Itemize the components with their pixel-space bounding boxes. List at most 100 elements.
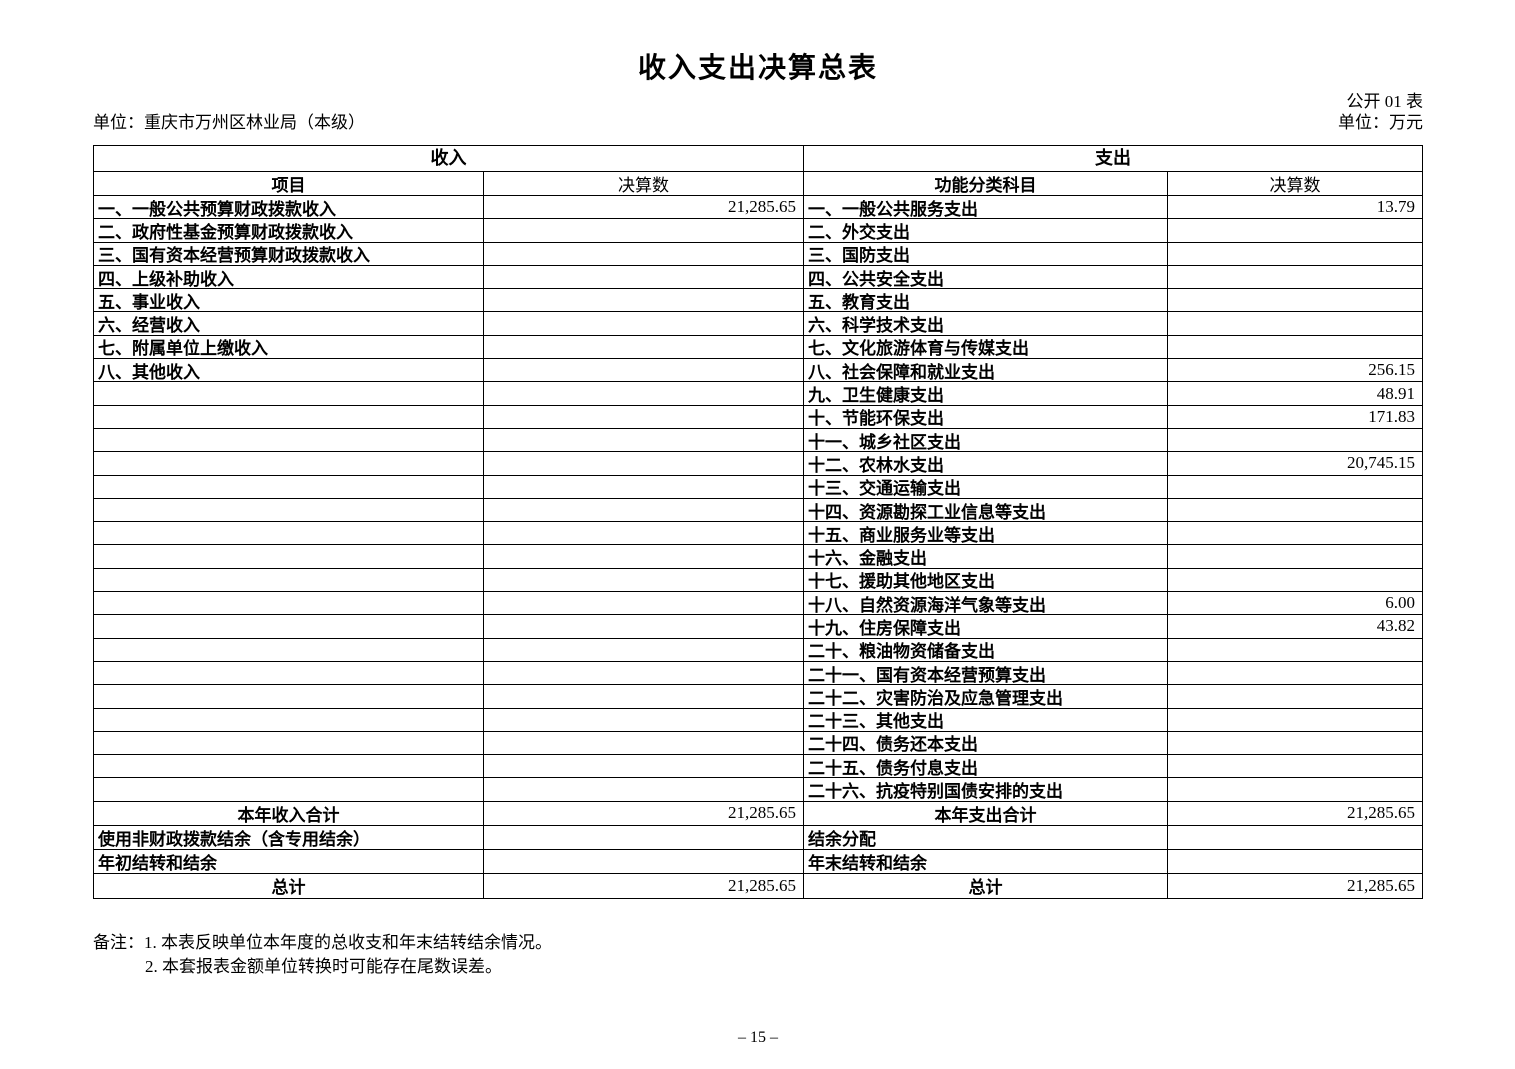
amount-cell (1168, 662, 1422, 684)
amount-cell (1168, 289, 1422, 311)
item-label-cell: 二十三、其他支出 (804, 708, 1168, 731)
amount-cell (1168, 639, 1422, 661)
amount-cell (484, 850, 803, 873)
table-row: 二十二、灾害防治及应急管理支出 (804, 685, 1422, 709)
table-row: 十六、金融支出 (804, 545, 1422, 569)
item-label-cell: 一、一般公共服务支出 (804, 196, 1168, 219)
amount-cell: 20,745.15 (1347, 453, 1415, 473)
table-row: 一、一般公共预算财政拨款收入 21,285.65 (94, 196, 803, 220)
item-label-cell (94, 731, 484, 755)
amount-cell: 13.79 (1376, 197, 1415, 217)
item-label-cell: 二十一、国有资本经营预算支出 (804, 661, 1168, 685)
amount-cell (1168, 522, 1422, 544)
item-label-cell: 十九、住房保障支出 (804, 615, 1168, 638)
table-row: 十五、商业服务业等支出 (804, 522, 1422, 546)
table-row: 二十六、抗疫特别国债安排的支出 (804, 778, 1422, 802)
income-col-item: 项目 (94, 172, 484, 195)
table-row: 本年收入合计 21,285.65 (94, 801, 803, 826)
item-label-cell (94, 592, 484, 615)
table-row (94, 452, 803, 476)
table-row: 二十四、债务还本支出 (804, 731, 1422, 756)
item-label-cell (94, 545, 484, 568)
item-label-cell: 十、节能环保支出 (804, 405, 1168, 428)
amount-cell (1168, 826, 1422, 849)
amount-cell (484, 639, 803, 661)
table-row (94, 428, 803, 453)
amount-cell: 171.83 (1368, 406, 1415, 426)
amount-cell (1168, 476, 1422, 498)
amount-cell (1168, 336, 1422, 358)
expense-col-amount: 决算数 (1269, 176, 1321, 195)
amount-cell: 43.82 (1376, 616, 1415, 636)
amount-cell (1168, 778, 1422, 800)
item-label-cell: 六、经营收入 (94, 312, 484, 335)
item-label-cell: 七、文化旅游体育与传媒支出 (804, 335, 1168, 359)
table-row: 七、附属单位上缴收入 (94, 335, 803, 360)
table-row (94, 475, 803, 499)
table-row: 四、上级补助收入 (94, 265, 803, 290)
table-row (94, 755, 803, 779)
item-label-cell: 十五、商业服务业等支出 (804, 522, 1168, 545)
amount-cell (484, 755, 803, 777)
table-row: 六、科学技术支出 (804, 312, 1422, 336)
notes-prefix: 备注： (93, 932, 144, 952)
item-label-cell: 二十五、债务付息支出 (804, 755, 1168, 778)
amount-cell (1168, 755, 1422, 777)
item-label-cell: 十一、城乡社区支出 (804, 428, 1168, 452)
amount-cell (484, 266, 803, 288)
notes: 备注：1. 本表反映单位本年度的总收支和年末结转结余情况。 2. 本套报表金额单… (93, 931, 1423, 979)
item-label-cell: 十六、金融支出 (804, 545, 1168, 568)
item-label-cell: 十三、交通运输支出 (804, 475, 1168, 498)
item-label-cell: 五、事业收入 (94, 289, 484, 312)
income-section-header: 收入 (94, 146, 803, 172)
expense-table: 支出 功能分类科目 决算数 一、一般公共服务支出 13.79 二、外交支出 三、国防支… (803, 146, 1422, 898)
table-row: 十四、资源勘探工业信息等支出 (804, 498, 1422, 523)
item-label-cell (94, 685, 484, 708)
table-row: 八、其他收入 (94, 359, 803, 383)
item-label-cell: 八、社会保障和就业支出 (804, 359, 1168, 382)
table-row (94, 731, 803, 756)
table-row: 十、节能环保支出 171.83 (804, 405, 1422, 429)
item-label-cell (94, 778, 484, 801)
org-unit-label: 单位：重庆市万州区林业局（本级） (93, 113, 365, 132)
amount-cell (484, 732, 803, 754)
item-label-cell (94, 498, 484, 522)
item-label-cell: 年末结转和结余 (804, 849, 1168, 873)
table-row: 使用非财政拨款结余（含专用结余） (94, 825, 803, 850)
table-row: 三、国有资本经营预算财政拨款收入 (94, 242, 803, 266)
table-row (94, 545, 803, 569)
table-row (94, 778, 803, 802)
page-title: 收入支出决算总表 (637, 53, 878, 84)
amount-cell (484, 219, 803, 241)
amount-cell: 21,285.65 (728, 197, 796, 217)
table-row: 二十、粮油物资储备支出 (804, 638, 1422, 662)
table-row (94, 685, 803, 709)
item-label-cell: 四、公共安全支出 (804, 265, 1168, 289)
item-label-cell: 三、国防支出 (804, 242, 1168, 265)
table-row (94, 522, 803, 546)
amount-cell (484, 359, 803, 381)
table-row: 年末结转和结余 (804, 849, 1422, 874)
amount-cell (1168, 685, 1422, 707)
item-label-cell: 使用非财政拨款结余（含专用结余） (94, 825, 484, 849)
table-row (94, 615, 803, 639)
table-row (94, 592, 803, 616)
item-label-cell (94, 568, 484, 592)
table-row: 本年支出合计 21,285.65 (804, 801, 1422, 826)
amount-cell (1168, 732, 1422, 754)
expense-column-headers: 功能分类科目 决算数 (804, 172, 1422, 196)
amount-cell (1168, 850, 1422, 873)
table-row: 三、国防支出 (804, 242, 1422, 266)
amount-cell (484, 452, 803, 474)
amount-cell (1168, 266, 1422, 288)
table-row: 总计 21,285.65 (804, 873, 1422, 898)
income-table: 收入 项目 决算数 一、一般公共预算财政拨款收入 21,285.65 二、政府性基金… (94, 146, 803, 898)
note-2-text: 2. 本套报表金额单位转换时可能存在尾数误差。 (145, 956, 502, 976)
item-label-cell (94, 615, 484, 638)
item-label-cell: 结余分配 (804, 825, 1168, 849)
table-row (94, 708, 803, 732)
item-label-cell (94, 755, 484, 778)
page-number: – 15 – (738, 1028, 778, 1046)
table-row (94, 661, 803, 686)
item-label-cell (94, 522, 484, 545)
